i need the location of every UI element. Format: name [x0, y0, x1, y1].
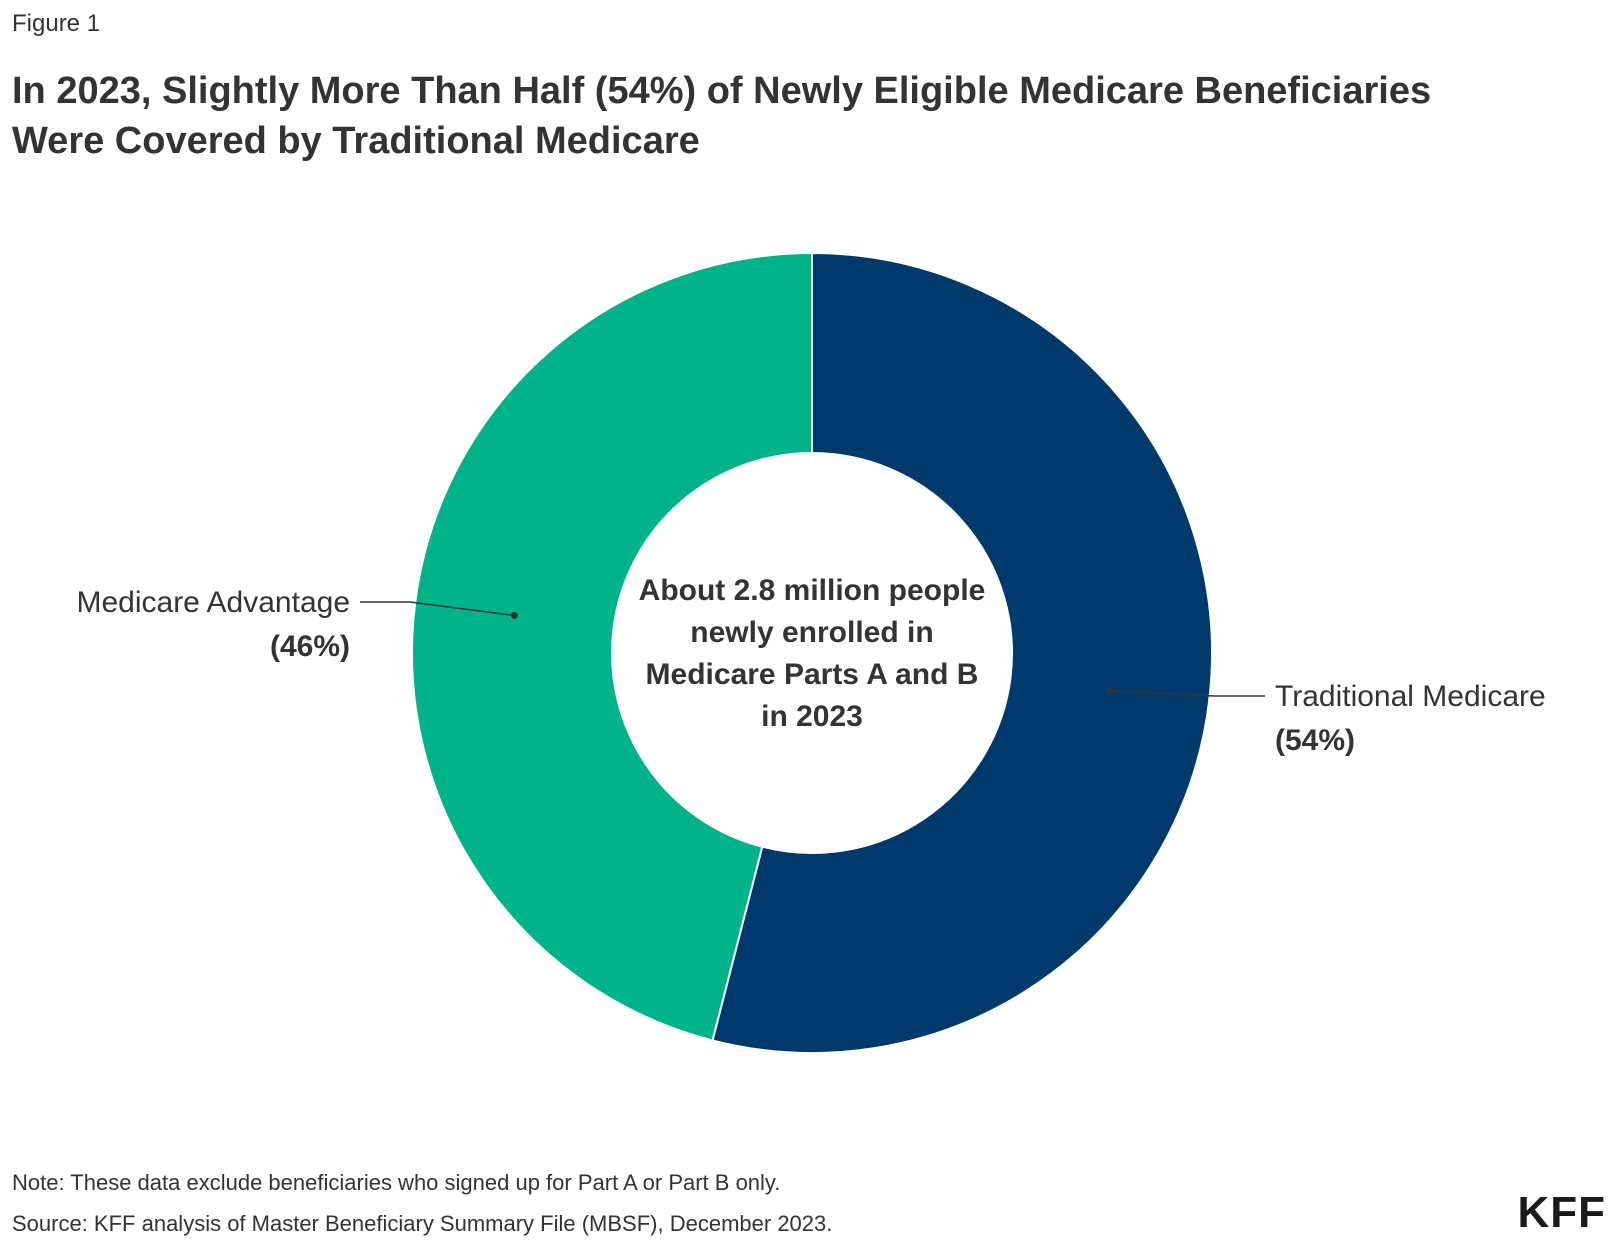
kff-logo: KFF — [1517, 1188, 1606, 1237]
slice-label-medicare-advantage: Medicare Advantage — [76, 586, 350, 619]
leader-line-traditional-medicare — [1109, 689, 1265, 697]
chart-notes: Note: These data exclude beneficiaries w… — [12, 1162, 832, 1244]
figure-label: Figure 1 — [12, 10, 101, 37]
slice-medicare-advantage — [411, 251, 813, 1042]
title-line-1: In 2023, Slightly More Than Half (54%) o… — [12, 70, 1432, 112]
leader-line-medicare-advantage — [360, 601, 515, 617]
slice-label-traditional-medicare: Traditional Medicare — [1275, 680, 1546, 713]
center-text-line: newly enrolled in — [690, 616, 933, 649]
slice-traditional-medicare — [711, 251, 1214, 1054]
title-line-2: Were Covered by Traditional Medicare — [12, 120, 700, 162]
slice-value-traditional-medicare: (54%) — [1275, 724, 1355, 757]
note-text: Note: These data exclude beneficiaries w… — [12, 1170, 781, 1195]
center-text-line: in 2023 — [761, 700, 863, 733]
center-text-line: About 2.8 million people — [639, 574, 986, 607]
slice-value-medicare-advantage: (46%) — [270, 630, 350, 663]
chart-title: In 2023, Slightly More Than Half (54%) o… — [12, 66, 1592, 166]
center-text-line: Medicare Parts A and B — [646, 658, 979, 691]
source-text: Source: KFF analysis of Master Beneficia… — [12, 1211, 833, 1236]
